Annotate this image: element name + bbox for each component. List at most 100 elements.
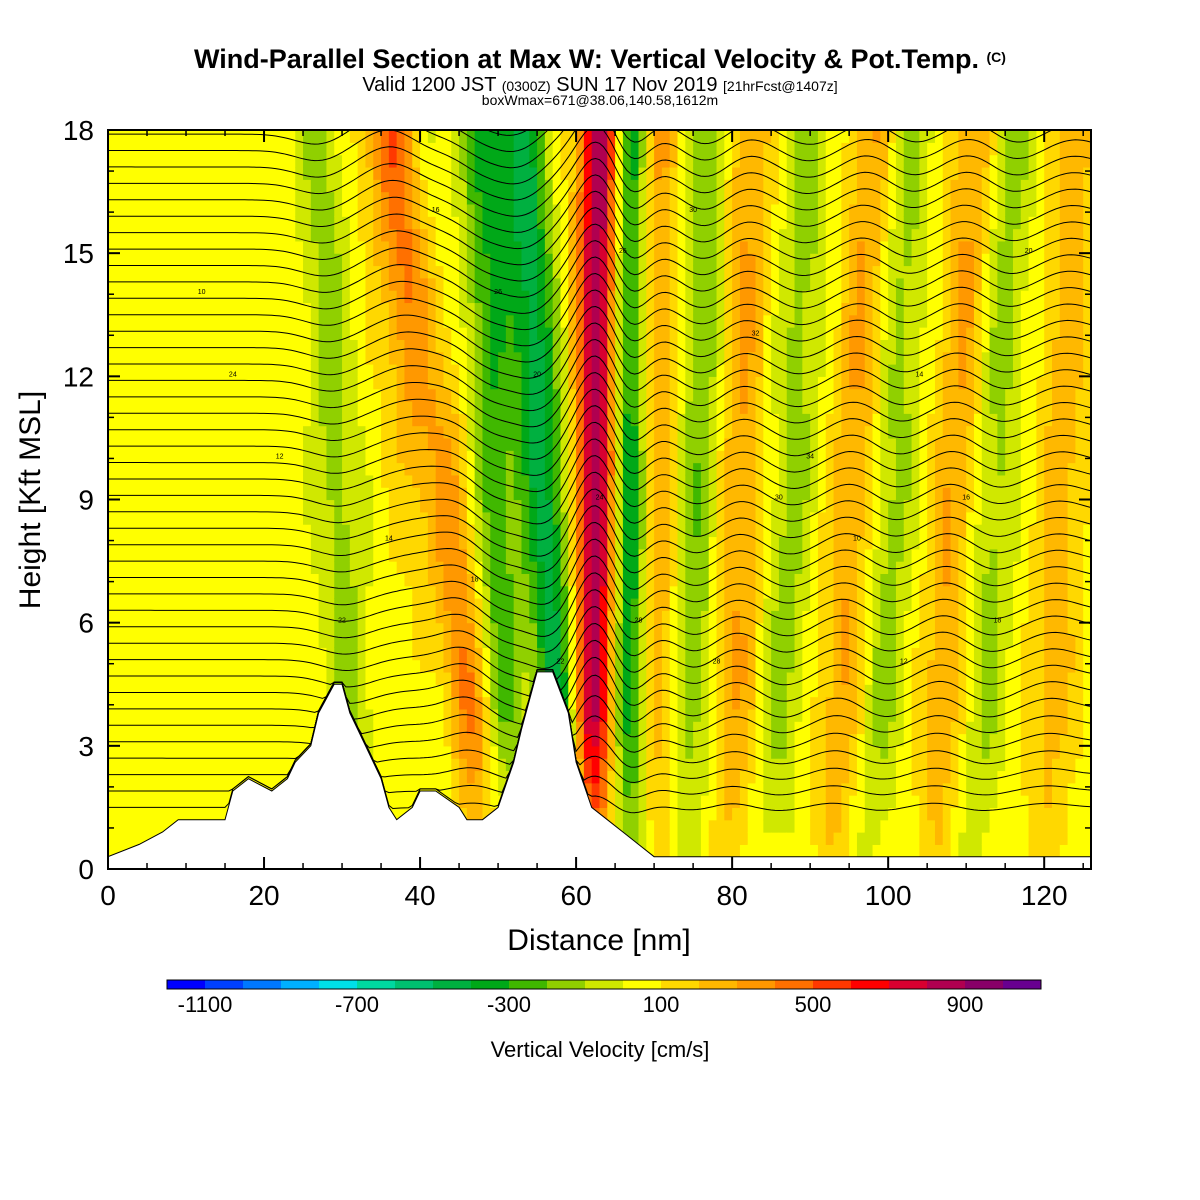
- field-cell: [201, 659, 211, 673]
- field-cell: [193, 376, 203, 390]
- field-cell: [373, 327, 382, 340]
- field-cell: [365, 573, 374, 587]
- field-cell: [747, 819, 757, 833]
- field-cell: [661, 548, 671, 562]
- field-cell: [256, 659, 265, 673]
- field-cell: [732, 708, 741, 722]
- field-cell: [240, 708, 250, 722]
- field-cell: [279, 758, 289, 772]
- field-cell: [646, 179, 655, 193]
- field-cell: [451, 585, 460, 599]
- field-cell: [615, 413, 624, 427]
- field-cell: [131, 474, 140, 488]
- field-cell: [287, 634, 296, 648]
- field-cell: [529, 154, 538, 168]
- field-cell: [599, 745, 608, 759]
- field-cell: [482, 290, 491, 304]
- field-cell: [630, 364, 640, 377]
- field-cell: [700, 265, 710, 279]
- field-cell: [622, 770, 632, 784]
- field-cell: [654, 130, 663, 143]
- field-cell: [661, 413, 671, 427]
- field-cell: [700, 671, 710, 685]
- field-cell: [622, 191, 632, 205]
- field-cell: [739, 844, 749, 858]
- field-cell: [677, 203, 686, 217]
- field-cell: [568, 536, 577, 550]
- field-cell: [568, 671, 577, 685]
- field-cell: [427, 191, 437, 205]
- field-cell: [669, 388, 679, 402]
- field-cell: [724, 154, 733, 168]
- field-cell: [295, 622, 304, 636]
- field-cell: [661, 314, 671, 328]
- field-cell: [498, 388, 507, 402]
- field-cell: [381, 302, 390, 316]
- field-cell: [505, 499, 515, 513]
- field-cell: [427, 450, 437, 464]
- field-cell: [724, 130, 733, 143]
- field-cell: [591, 351, 601, 365]
- field-cell: [607, 154, 616, 168]
- field-cell: [115, 450, 125, 464]
- field-cell: [700, 782, 710, 796]
- field-cell: [248, 364, 257, 377]
- field-cell: [615, 327, 624, 340]
- field-cell: [326, 647, 335, 661]
- field-cell: [170, 598, 179, 611]
- field-cell: [537, 511, 546, 525]
- field-cell: [131, 696, 140, 710]
- field-cell: [404, 634, 413, 648]
- field-cell: [669, 216, 679, 230]
- field-cell: [716, 585, 725, 599]
- field-cell: [739, 758, 749, 772]
- field-cell: [747, 253, 757, 267]
- field-cell: [162, 610, 172, 624]
- field-cell: [396, 622, 406, 636]
- field-cell: [576, 524, 585, 538]
- field-cell: [427, 290, 437, 304]
- field-cell: [482, 634, 491, 648]
- field-cell: [108, 536, 117, 550]
- field-cell: [108, 807, 117, 821]
- field-cell: [552, 327, 562, 340]
- field-cell: [568, 166, 577, 180]
- field-cell: [420, 561, 429, 574]
- field-cell: [295, 142, 304, 156]
- field-cell: [193, 240, 203, 254]
- field-cell: [576, 191, 585, 205]
- field-cell: [248, 130, 257, 143]
- field-cell: [521, 684, 530, 698]
- field-cell: [404, 487, 413, 501]
- field-cell: [139, 191, 148, 205]
- field-cell: [186, 659, 195, 673]
- field-cell: [482, 462, 491, 476]
- field-cell: [427, 487, 437, 501]
- field-cell: [388, 622, 398, 636]
- field-cell: [451, 622, 460, 636]
- field-cell: [732, 450, 741, 464]
- field-cell: [232, 130, 242, 143]
- field-cell: [232, 388, 242, 402]
- field-cell: [654, 795, 663, 809]
- field-cell: [162, 339, 172, 353]
- field-cell: [396, 671, 406, 685]
- field-cell: [576, 733, 585, 747]
- field-cell: [108, 733, 117, 747]
- field-cell: [599, 437, 608, 451]
- field-cell: [529, 413, 538, 427]
- field-cell: [271, 548, 281, 562]
- field-cell: [451, 228, 460, 242]
- field-cell: [552, 228, 562, 242]
- field-cell: [661, 400, 671, 414]
- field-cell: [568, 314, 577, 328]
- field-cell: [693, 770, 702, 784]
- field-cell: [193, 166, 203, 180]
- field-cell: [264, 327, 273, 340]
- field-cell: [661, 745, 671, 759]
- field-cell: [349, 154, 359, 168]
- field-cell: [303, 339, 312, 353]
- field-cell: [295, 610, 304, 624]
- field-cell: [412, 499, 421, 513]
- field-cell: [724, 425, 733, 439]
